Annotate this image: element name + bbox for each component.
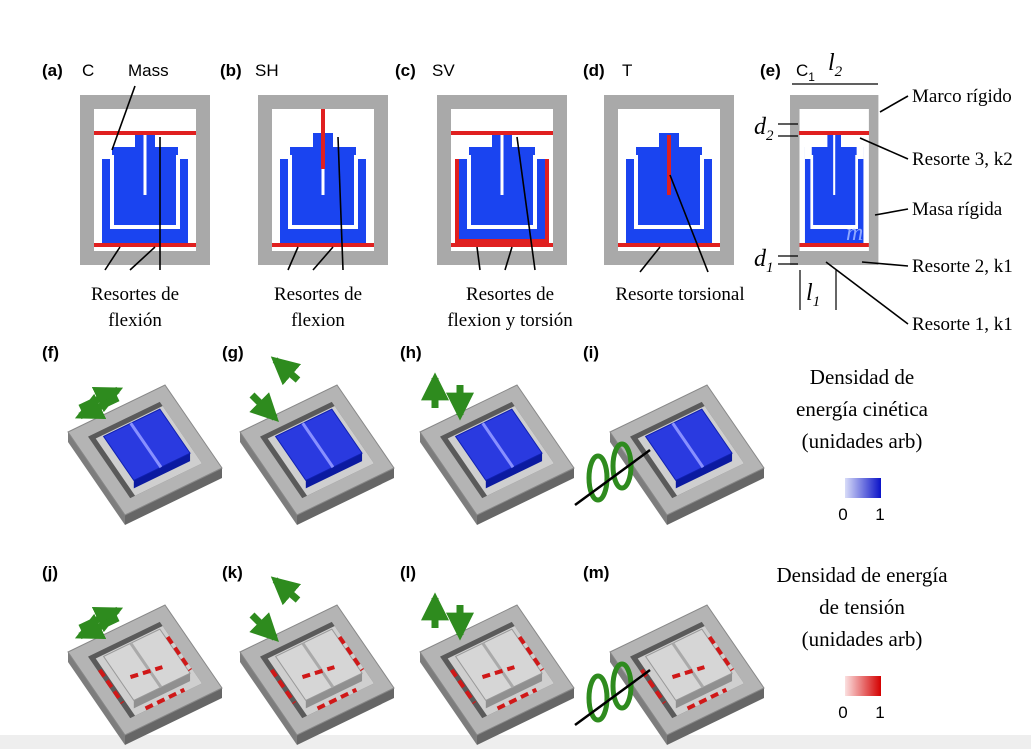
mode-label: T [622,61,632,80]
dimension-subscript: 2 [835,64,843,80]
mass-symbol: m [846,220,863,246]
spring-label: Resorte 3, k2 [912,149,1013,170]
caption: Resortes de [466,284,554,305]
panel-label: (l) [400,563,416,582]
motion-arrow [252,615,275,638]
mode-label: C1 [796,61,815,84]
scale-max: 1 [875,505,884,524]
dimension-label: l2 [828,50,843,80]
spring [451,131,553,135]
panel-label: (e) [760,61,781,80]
color-scale [845,676,881,696]
mode-label: C [82,61,94,80]
panel-label: (g) [222,343,244,362]
scale-min: 0 [838,505,847,524]
page: (a) C Resortes de flexión (b) SH Resortes de fl… [0,0,1031,749]
spring [321,109,325,169]
caption: Resorte torsional [615,284,744,305]
panel-label: (m) [583,563,609,582]
device [790,95,878,265]
leader-line [875,209,908,215]
panel-label: (c) [395,61,416,80]
figure: (a) C Resortes de flexión (b) SH Resortes de fl… [0,0,1031,749]
panel-label: (i) [583,343,599,362]
caption: flexion y torsión [447,310,573,331]
diagram-layer: (a) C Resortes de flexión (b) SH Resortes de fl… [42,50,1013,745]
leader-line [880,96,908,112]
spring-label: Marco rígido [912,86,1012,107]
scale-max: 1 [875,703,884,722]
mass-label: Mass [128,61,169,80]
legend-title: energía cinética [796,397,929,421]
spring [94,131,196,135]
legend-title: Densidad de [810,365,914,389]
device [80,95,210,265]
spring [667,135,671,195]
dimension-subscript: 1 [766,260,774,276]
motion-arrow [252,395,275,418]
caption: flexion [291,310,345,331]
legend-title: Densidad de energía [776,563,948,587]
panel-label: (j) [42,563,58,582]
panel-label: (d) [583,61,605,80]
footer-strip [0,735,1031,749]
dimension-subscript: 1 [813,294,821,310]
dimension-label: d2 [754,114,774,144]
panel-label: (a) [42,61,63,80]
panel-label: (h) [400,343,422,362]
spring [799,131,869,135]
color-scale [845,478,881,498]
legend-title: de tensión [819,595,905,619]
dimension-subscript: 2 [766,128,774,144]
mode-label: SV [432,61,455,80]
caption: Resortes de [274,284,362,305]
panel-label: (k) [222,563,243,582]
legend-title: (unidades arb) [802,627,923,651]
mode-subscript: 1 [808,70,815,84]
spring-label: Masa rígida [912,199,1003,220]
legend-title: (unidades arb) [802,429,923,453]
caption: Resortes de [91,284,179,305]
caption: flexión [108,310,162,331]
spring-label: Resorte 2, k1 [912,256,1013,277]
dimension-label: d1 [754,246,774,276]
panel-label: (b) [220,61,242,80]
mode-text: C [796,61,808,80]
motion-arrow [275,580,298,600]
dimension-label: l1 [806,280,820,310]
leader-line [826,262,908,324]
spring-label: Resorte 1, k1 [912,314,1013,335]
mode-label: SH [255,61,279,80]
panel-label: (f) [42,343,59,362]
motion-arrow [275,360,298,380]
scale-min: 0 [838,703,847,722]
